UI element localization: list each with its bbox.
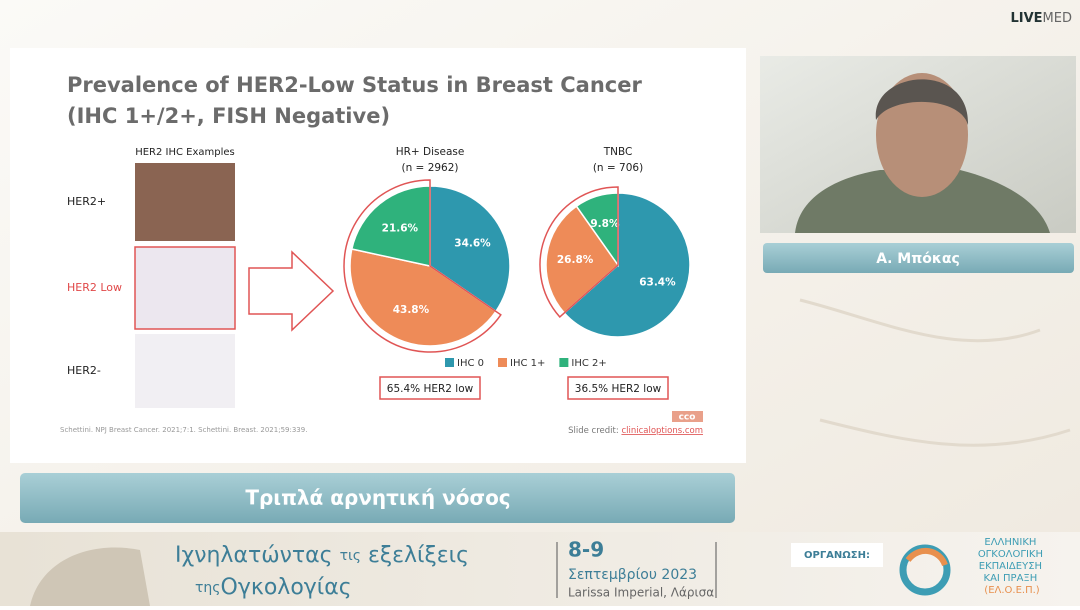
credit: Slide credit: clinicaloptions.com [568,426,703,436]
ihc-image [135,163,235,241]
pie-slice [545,205,619,315]
her2-low-outline [539,186,619,319]
pie-title: TNBC [603,146,633,158]
pie-title: HR+ Disease [396,146,465,158]
pie-value-label: 9.8% [590,218,620,230]
horse-sketch [30,547,150,606]
brand: LIVEMED [1010,11,1072,26]
logo-box [672,411,703,422]
pie-n: (n = 2962) [401,162,458,174]
summary-box [567,376,669,400]
pie-value-label: 34.6% [454,238,491,250]
examples-title: HER2 IHC Examples [135,147,235,158]
arrow [248,250,335,332]
month: Σεπτεμβρίου 2023 [568,567,697,583]
legend-label: IHC 0 [457,358,484,369]
summary: 36.5% HER2 low [575,383,662,395]
summary: 65.4% HER2 low [387,383,474,395]
legend-swatch [559,358,569,367]
person-body [795,170,1050,233]
example-label: HER2+ [67,195,106,208]
her2-low-outline [343,179,502,353]
pie-slice [350,185,431,267]
venue: Larissa Imperial, Λάρισα [568,586,714,600]
example-label: HER2 Low [67,281,122,294]
legend-swatch [445,358,454,367]
legend-label: IHC 2+ [571,358,606,369]
person-hair [875,79,969,125]
caption-bar [20,473,735,523]
ihc-image [135,334,235,408]
ihc-image [134,246,236,330]
pie-value-label: 43.8% [393,304,430,316]
pie-value-label: 21.6% [382,223,419,235]
pie-value-label: 26.8% [557,254,594,266]
org-label-box [791,543,883,567]
legend-swatch [498,358,507,367]
pie-slice [429,185,511,313]
reference: Schettini. NPJ Breast Cancer. 2021;7:1. … [60,426,307,434]
dates: 8-9 [568,538,604,562]
slide-title: Prevalence of HER2-Low Status in Breast … [67,73,642,97]
event-title: τηςΟγκολογίας [195,575,352,600]
slide-subtitle: (IHC 1+/2+, FISH Negative) [67,104,390,128]
org-name: ΕΛΛΗΝΙΚΗ ΟΓΚΟΛΟΓΙΚΗ ΕΚΠΑΙΔΕΥΣΗ ΚΑΙ ΠΡΑΞΗ… [978,537,1046,596]
speaker-bar [763,243,1074,273]
caption: Τριπλά αρνητική νόσος [245,486,510,510]
organizer-label: ΟΡΓΑΝΩΣΗ: [804,550,870,561]
event-title: Ιχνηλατώντας τις εξελίξεις [175,543,469,568]
speaker: Α. Μπόκας [876,251,960,267]
footer [0,532,1080,606]
pie-slice [349,248,497,347]
example-label: HER2- [67,364,101,377]
sketch [799,298,1071,447]
legend-label: IHC 1+ [510,358,545,369]
logo: cco [679,413,696,423]
pie-slice [563,192,691,338]
summary-box [379,376,481,400]
pie-n: (n = 706) [593,162,643,174]
pie-value-label: 63.4% [639,277,676,289]
org-logo [905,548,948,567]
